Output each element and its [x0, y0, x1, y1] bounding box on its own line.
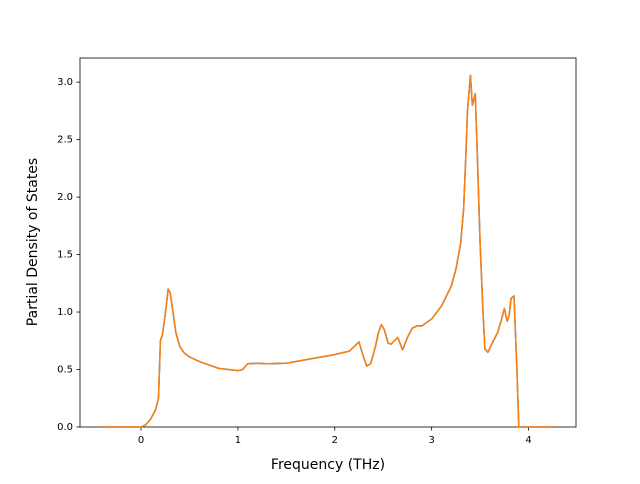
x-tick-label: 2 — [332, 435, 338, 446]
x-tick-label: 3 — [428, 435, 434, 446]
x-tick-label: 1 — [235, 435, 241, 446]
y-tick-label: 1.5 — [57, 250, 73, 261]
line-series — [102, 74, 553, 428]
x-tick-label: 0 — [138, 435, 144, 446]
y-tick-label: 2.0 — [57, 192, 73, 203]
axes-frame — [79, 57, 577, 428]
x-axis-label: Frequency (THz) — [271, 457, 385, 473]
y-axis-label: Partial Density of States — [25, 158, 41, 326]
y-tick-label: 3.0 — [57, 77, 73, 88]
line-series — [102, 74, 553, 428]
y-tick-label: 0.5 — [57, 365, 73, 376]
y-tick-label: 2.5 — [57, 135, 73, 146]
x-tick-label: 4 — [525, 435, 531, 446]
y-tick-label: 0.0 — [57, 422, 73, 433]
y-tick-label: 1.0 — [57, 307, 73, 318]
